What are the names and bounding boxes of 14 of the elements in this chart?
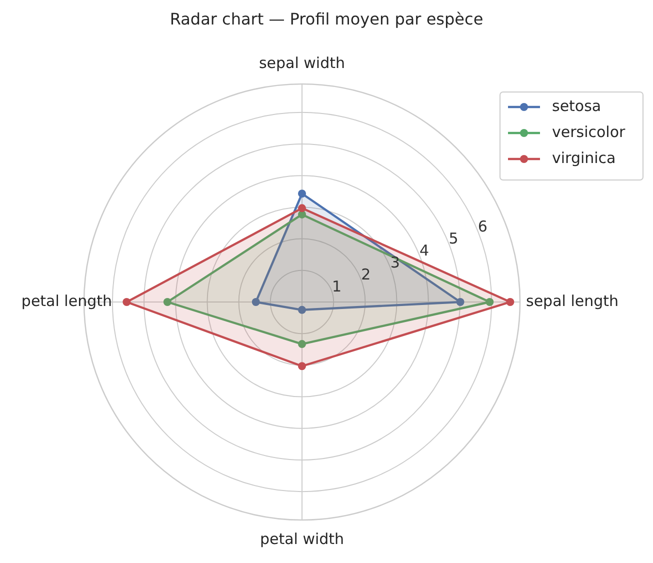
spoke-label: sepal length — [526, 292, 619, 310]
legend-label: setosa — [552, 97, 602, 116]
y-tick-label: 4 — [420, 241, 430, 260]
spoke-label: petal length — [21, 292, 112, 310]
legend-label: virginica — [552, 149, 616, 168]
y-tick-label: 5 — [448, 229, 458, 248]
spoke-label: petal width — [260, 530, 344, 548]
spoke-label: sepal width — [258, 54, 346, 72]
y-tick-label: 3 — [390, 254, 400, 272]
y-tick-label: 1 — [332, 278, 342, 296]
chart-title: Radar chart — Profil moyen par espèce — [170, 9, 484, 28]
legend-label: versicolor — [552, 123, 626, 142]
y-tick-label: 6 — [478, 217, 488, 236]
y-tick-label: 2 — [361, 266, 371, 284]
